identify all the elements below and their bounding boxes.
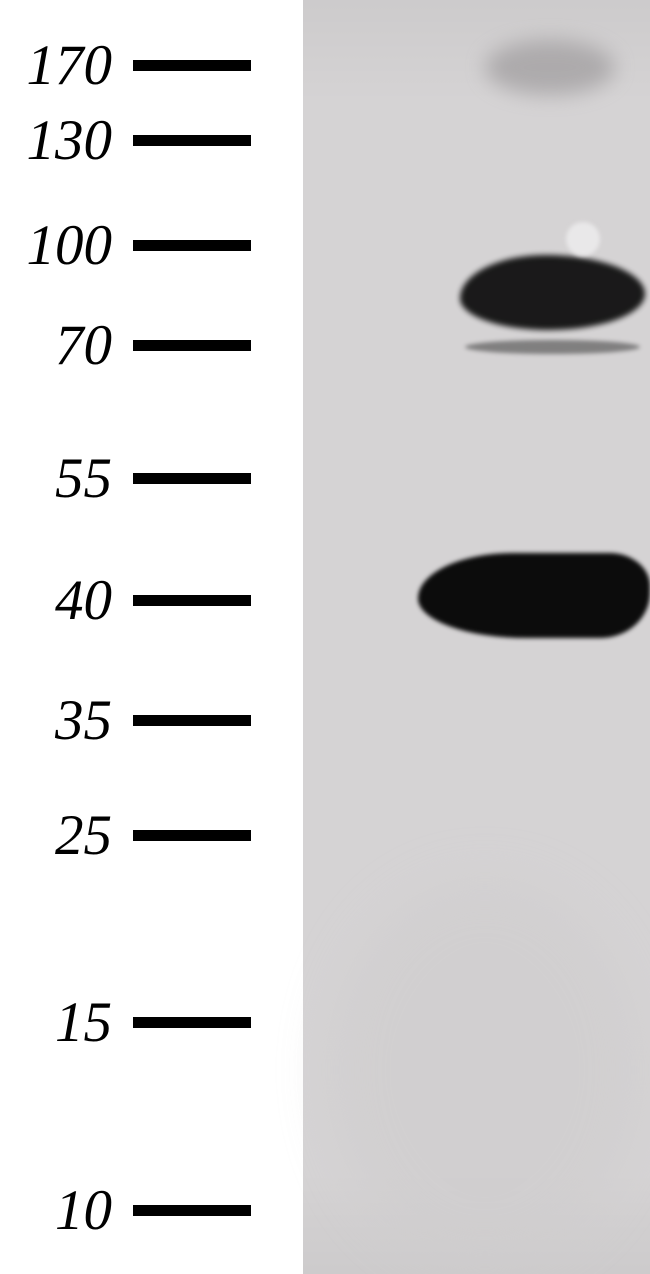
faint-band-70kda bbox=[465, 340, 640, 354]
mw-marker-70: 70 bbox=[0, 317, 112, 374]
mw-marker-25: 25 bbox=[0, 807, 112, 864]
mw-marker-40: 40 bbox=[0, 572, 112, 629]
membrane-smudge bbox=[330, 880, 640, 1260]
mw-tick-55 bbox=[133, 473, 251, 484]
main-band-42kda bbox=[418, 553, 650, 638]
mw-marker-10: 10 bbox=[0, 1182, 112, 1239]
mw-marker-55: 55 bbox=[0, 450, 112, 507]
western-blot-figure: 170 130 100 70 55 40 35 25 15 10 bbox=[0, 0, 650, 1274]
membrane-smudge bbox=[485, 40, 615, 95]
mw-tick-170 bbox=[133, 60, 251, 71]
mw-marker-170: 170 bbox=[0, 37, 112, 94]
mw-marker-15: 15 bbox=[0, 994, 112, 1051]
mw-tick-25 bbox=[133, 830, 251, 841]
mw-tick-10 bbox=[133, 1205, 251, 1216]
upper-band-90kda bbox=[460, 255, 645, 330]
mw-tick-70 bbox=[133, 340, 251, 351]
mw-tick-100 bbox=[133, 240, 251, 251]
mw-tick-130 bbox=[133, 135, 251, 146]
mw-tick-15 bbox=[133, 1017, 251, 1028]
mw-tick-40 bbox=[133, 595, 251, 606]
upper-band-90kda-highlight bbox=[566, 222, 600, 256]
mw-marker-130: 130 bbox=[0, 112, 112, 169]
mw-marker-100: 100 bbox=[0, 217, 112, 274]
mw-marker-35: 35 bbox=[0, 692, 112, 749]
mw-tick-35 bbox=[133, 715, 251, 726]
